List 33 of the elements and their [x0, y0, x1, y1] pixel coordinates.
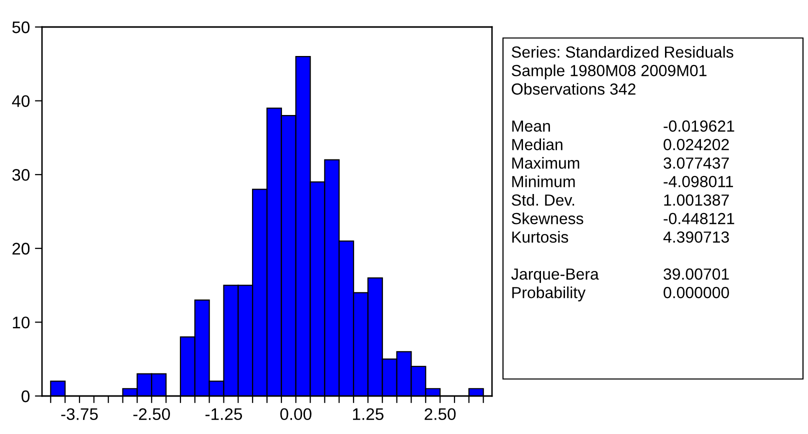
text: 3.077437 [664, 157, 729, 169]
text: Jarque-Bera [511, 268, 599, 283]
x-tick-label: 0.00 [280, 408, 312, 420]
text: -4.098011 [664, 176, 733, 188]
x-tick-label: -1.25 [205, 408, 242, 420]
y-tick-label: 20 [12, 242, 30, 255]
y-tick-label: 0 [22, 390, 30, 402]
x-tick-label: 2.50 [424, 408, 456, 420]
x-tick-label: 1.25 [353, 408, 384, 420]
text: Mean [512, 120, 550, 132]
text: 4.390713 [663, 231, 729, 243]
y-tick-label: 30 [12, 169, 30, 181]
text: 1.001387 [664, 194, 729, 206]
text: Maximum [512, 157, 580, 169]
text: 0.024202 [664, 138, 729, 150]
text: Sample 1980M08 2009M01 [512, 64, 706, 80]
text: Median [512, 138, 562, 150]
text: 39.00701 [664, 268, 729, 280]
text: -0.019621 [664, 120, 734, 132]
text: Kurtosis [512, 231, 568, 243]
x-tick-label: -3.75 [61, 408, 98, 420]
text: Std. Dev. [512, 194, 574, 206]
y-tick-label: 50 [12, 21, 30, 34]
text: Probability [512, 286, 586, 302]
text: Minimum [512, 176, 575, 188]
y-tick-label: 10 [12, 316, 30, 328]
text: Series: Standardized Residuals [512, 46, 734, 58]
text: Observations 342 [512, 83, 636, 95]
text: Skewness [512, 212, 584, 224]
x-tick-label: -2.50 [133, 408, 170, 420]
y-tick-label: 40 [12, 95, 30, 108]
text: 0.000000 [664, 286, 729, 298]
text: -0.448121 [664, 212, 734, 224]
